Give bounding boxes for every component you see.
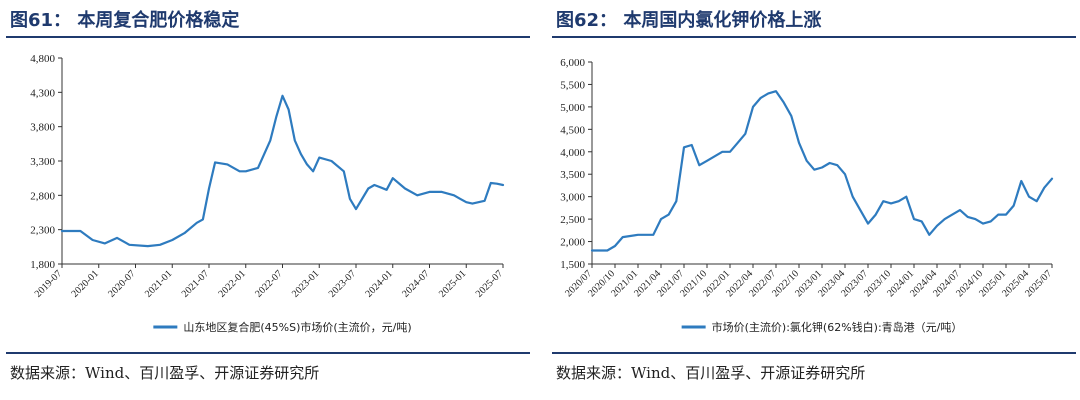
y-tick-label: 5,500 — [560, 79, 585, 91]
source-rule — [6, 352, 530, 354]
x-tick-label: 2022-07 — [253, 268, 284, 299]
x-tick-label: 2025-07 — [474, 268, 505, 299]
title-rule — [6, 36, 530, 38]
series-line — [590, 90, 1054, 252]
title-rule — [552, 36, 1076, 38]
y-tick-label: 4,000 — [560, 147, 585, 159]
series-line — [60, 94, 505, 248]
y-tick-label: 1,500 — [560, 259, 585, 271]
x-tick-label: 2020-07 — [106, 268, 137, 299]
x-tick-label: 2021-07 — [180, 268, 211, 299]
y-tick-label: 3,300 — [30, 156, 55, 168]
legend-label: 市场价(主流价):氯化钾(62%钱白):青岛港（元/吨） — [712, 320, 963, 334]
y-tick-label: 2,500 — [560, 214, 585, 226]
y-tick-label: 6,000 — [560, 57, 585, 69]
y-tick-label: 5,000 — [560, 102, 585, 114]
x-tick-label: 2023-01 — [290, 268, 321, 299]
x-tick-label: 2021-01 — [143, 268, 174, 299]
chart-panel-potassium-chloride: 图62： 本周国内氯化钾价格上涨 1,500 2,000 2,500 3,000 3,5… — [546, 0, 1080, 400]
y-tick-label: 2,800 — [30, 190, 55, 202]
legend-label: 山东地区复合肥(45%S)市场价(主流价，元/吨) — [183, 320, 411, 334]
x-tick-label: 2024-01 — [364, 268, 395, 299]
data-source: 数据来源：Wind、百川盈孚、开源证券研究所 — [10, 364, 320, 382]
chart-title: 图62： 本周国内氯化钾价格上涨 — [556, 10, 822, 31]
x-tick-label: 2024-07 — [400, 268, 431, 299]
line-chart-potassium-chloride: 1,500 2,000 2,500 3,000 3,500 4,000 4,500 5,000… — [560, 57, 1054, 334]
x-tick-label: 2023-07 — [327, 268, 358, 299]
y-tick-label: 2,000 — [560, 237, 585, 249]
data-source: 数据来源：Wind、百川盈孚、开源证券研究所 — [556, 364, 866, 382]
y-tick-label: 4,500 — [560, 124, 585, 136]
y-tick-label: 4,300 — [30, 87, 55, 99]
y-tick-label: 3,500 — [560, 169, 585, 181]
chart-panel-compound-fertilizer: 图61： 本周复合肥价格稳定 1,800 2,300 2,800 3,300 3,800… — [0, 0, 534, 400]
x-tick-label: 2019-07 — [33, 268, 64, 299]
x-tick-label: 2025-01 — [437, 268, 468, 299]
chart-title: 图61： 本周复合肥价格稳定 — [10, 10, 240, 31]
y-tick-label: 1,800 — [30, 259, 55, 271]
x-tick-label: 2022-01 — [217, 268, 248, 299]
y-tick-label: 2,300 — [30, 225, 55, 237]
y-tick-label: 3,000 — [560, 192, 585, 204]
y-tick-label: 3,800 — [30, 122, 55, 134]
line-chart-compound-fertilizer: 1,800 2,300 2,800 3,300 3,800 4,300 4,800 2019-… — [30, 53, 505, 334]
y-tick-label: 4,800 — [30, 53, 55, 65]
x-tick-label: 2020-01 — [70, 268, 101, 299]
source-rule — [552, 352, 1076, 354]
